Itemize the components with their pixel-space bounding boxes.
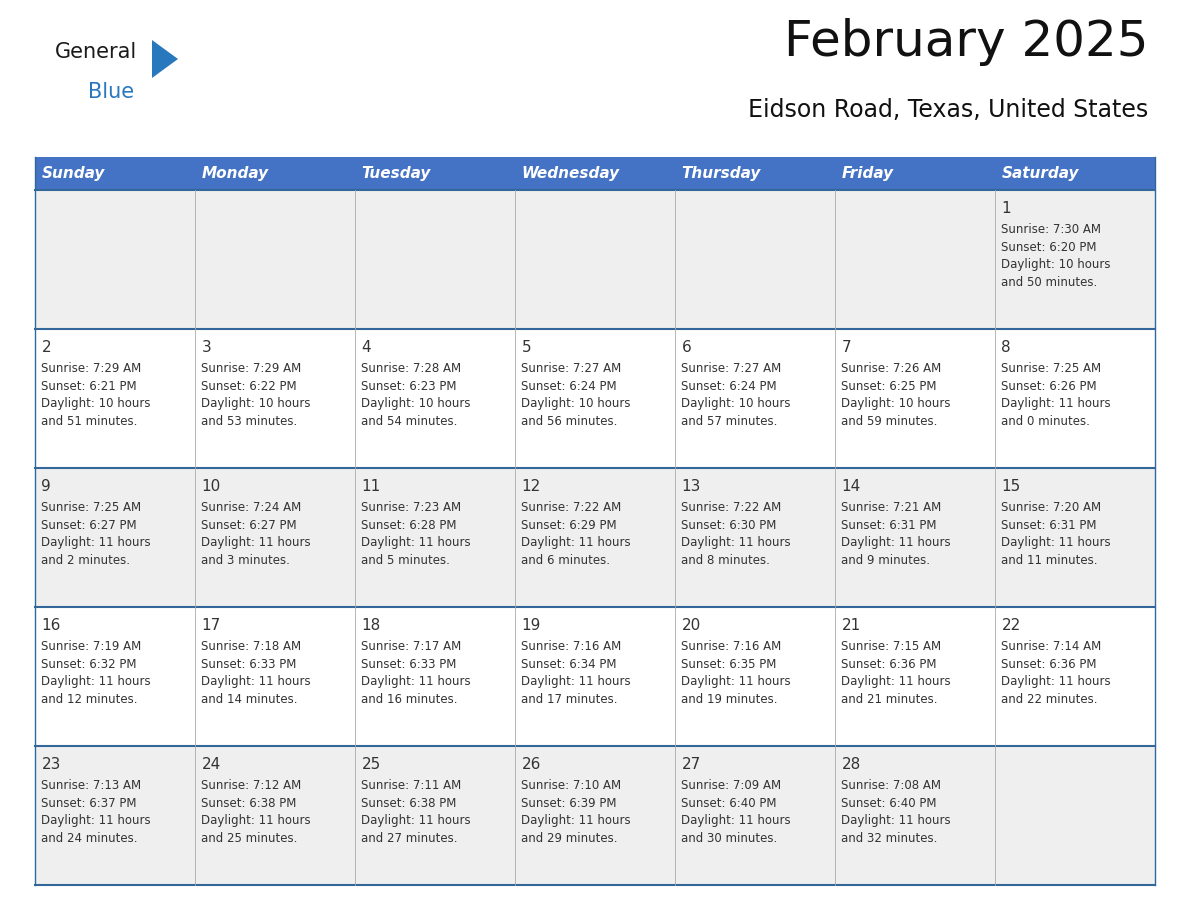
Bar	[516, 157, 675, 190]
Bar	[355, 157, 516, 190]
Text: Sunrise: 7:21 AM
Sunset: 6:31 PM
Daylight: 11 hours
and 9 minutes.: Sunrise: 7:21 AM Sunset: 6:31 PM Dayligh…	[841, 501, 952, 566]
Text: Sunrise: 7:19 AM
Sunset: 6:32 PM
Daylight: 11 hours
and 12 minutes.: Sunrise: 7:19 AM Sunset: 6:32 PM Dayligh…	[42, 641, 151, 706]
Text: 1: 1	[1001, 201, 1011, 216]
Bar	[34, 157, 195, 190]
Text: 28: 28	[841, 757, 860, 772]
Text: Sunrise: 7:25 AM
Sunset: 6:26 PM
Daylight: 11 hours
and 0 minutes.: Sunrise: 7:25 AM Sunset: 6:26 PM Dayligh…	[1001, 363, 1111, 428]
Text: Sunrise: 7:26 AM
Sunset: 6:25 PM
Daylight: 10 hours
and 59 minutes.: Sunrise: 7:26 AM Sunset: 6:25 PM Dayligh…	[841, 363, 950, 428]
Bar	[675, 157, 835, 190]
Text: Sunday: Sunday	[42, 166, 105, 181]
Text: 22: 22	[1001, 618, 1020, 633]
Text: 17: 17	[202, 618, 221, 633]
Text: Sunrise: 7:23 AM
Sunset: 6:28 PM
Daylight: 11 hours
and 5 minutes.: Sunrise: 7:23 AM Sunset: 6:28 PM Dayligh…	[361, 501, 470, 566]
Text: Sunrise: 7:16 AM
Sunset: 6:35 PM
Daylight: 11 hours
and 19 minutes.: Sunrise: 7:16 AM Sunset: 6:35 PM Dayligh…	[682, 641, 791, 706]
Text: General: General	[55, 42, 138, 62]
Text: 4: 4	[361, 341, 371, 355]
Text: 7: 7	[841, 341, 851, 355]
Text: Sunrise: 7:12 AM
Sunset: 6:38 PM
Daylight: 11 hours
and 25 minutes.: Sunrise: 7:12 AM Sunset: 6:38 PM Dayligh…	[202, 779, 311, 845]
Text: 15: 15	[1001, 479, 1020, 494]
Text: 20: 20	[682, 618, 701, 633]
Text: Monday: Monday	[202, 166, 268, 181]
Text: Tuesday: Tuesday	[361, 166, 431, 181]
Text: 23: 23	[42, 757, 61, 772]
Bar	[195, 157, 355, 190]
Text: Sunrise: 7:09 AM
Sunset: 6:40 PM
Daylight: 11 hours
and 30 minutes.: Sunrise: 7:09 AM Sunset: 6:40 PM Dayligh…	[682, 779, 791, 845]
Text: 5: 5	[522, 341, 531, 355]
Text: Sunrise: 7:22 AM
Sunset: 6:29 PM
Daylight: 11 hours
and 6 minutes.: Sunrise: 7:22 AM Sunset: 6:29 PM Dayligh…	[522, 501, 631, 566]
Text: 13: 13	[682, 479, 701, 494]
Text: Sunrise: 7:08 AM
Sunset: 6:40 PM
Daylight: 11 hours
and 32 minutes.: Sunrise: 7:08 AM Sunset: 6:40 PM Dayligh…	[841, 779, 952, 845]
Bar	[34, 468, 1155, 607]
Text: Saturday: Saturday	[1001, 166, 1079, 181]
Text: 10: 10	[202, 479, 221, 494]
Text: Friday: Friday	[841, 166, 893, 181]
Text: Sunrise: 7:28 AM
Sunset: 6:23 PM
Daylight: 10 hours
and 54 minutes.: Sunrise: 7:28 AM Sunset: 6:23 PM Dayligh…	[361, 363, 470, 428]
Text: 18: 18	[361, 618, 380, 633]
Text: 27: 27	[682, 757, 701, 772]
Text: Wednesday: Wednesday	[522, 166, 619, 181]
Text: Sunrise: 7:18 AM
Sunset: 6:33 PM
Daylight: 11 hours
and 14 minutes.: Sunrise: 7:18 AM Sunset: 6:33 PM Dayligh…	[202, 641, 311, 706]
Polygon shape	[152, 40, 178, 78]
Text: Sunrise: 7:24 AM
Sunset: 6:27 PM
Daylight: 11 hours
and 3 minutes.: Sunrise: 7:24 AM Sunset: 6:27 PM Dayligh…	[202, 501, 311, 566]
Bar	[34, 746, 1155, 885]
Text: 16: 16	[42, 618, 61, 633]
Bar	[835, 157, 996, 190]
Bar	[996, 157, 1155, 190]
Text: Sunrise: 7:15 AM
Sunset: 6:36 PM
Daylight: 11 hours
and 21 minutes.: Sunrise: 7:15 AM Sunset: 6:36 PM Dayligh…	[841, 641, 952, 706]
Text: 8: 8	[1001, 341, 1011, 355]
Text: Thursday: Thursday	[682, 166, 760, 181]
Text: Sunrise: 7:11 AM
Sunset: 6:38 PM
Daylight: 11 hours
and 27 minutes.: Sunrise: 7:11 AM Sunset: 6:38 PM Dayligh…	[361, 779, 470, 845]
Text: 19: 19	[522, 618, 541, 633]
Text: Sunrise: 7:22 AM
Sunset: 6:30 PM
Daylight: 11 hours
and 8 minutes.: Sunrise: 7:22 AM Sunset: 6:30 PM Dayligh…	[682, 501, 791, 566]
Text: Blue: Blue	[88, 82, 134, 102]
Text: 9: 9	[42, 479, 51, 494]
Bar	[34, 329, 1155, 468]
Text: 24: 24	[202, 757, 221, 772]
Text: 11: 11	[361, 479, 380, 494]
Text: Sunrise: 7:10 AM
Sunset: 6:39 PM
Daylight: 11 hours
and 29 minutes.: Sunrise: 7:10 AM Sunset: 6:39 PM Dayligh…	[522, 779, 631, 845]
Bar	[34, 190, 1155, 329]
Text: Sunrise: 7:27 AM
Sunset: 6:24 PM
Daylight: 10 hours
and 57 minutes.: Sunrise: 7:27 AM Sunset: 6:24 PM Dayligh…	[682, 363, 791, 428]
Text: 3: 3	[202, 341, 211, 355]
Text: 6: 6	[682, 341, 691, 355]
Bar	[34, 607, 1155, 746]
Text: 21: 21	[841, 618, 860, 633]
Text: 26: 26	[522, 757, 541, 772]
Text: 14: 14	[841, 479, 860, 494]
Text: Sunrise: 7:16 AM
Sunset: 6:34 PM
Daylight: 11 hours
and 17 minutes.: Sunrise: 7:16 AM Sunset: 6:34 PM Dayligh…	[522, 641, 631, 706]
Text: Sunrise: 7:13 AM
Sunset: 6:37 PM
Daylight: 11 hours
and 24 minutes.: Sunrise: 7:13 AM Sunset: 6:37 PM Dayligh…	[42, 779, 151, 845]
Text: Eidson Road, Texas, United States: Eidson Road, Texas, United States	[747, 98, 1148, 122]
Text: 12: 12	[522, 479, 541, 494]
Text: Sunrise: 7:29 AM
Sunset: 6:21 PM
Daylight: 10 hours
and 51 minutes.: Sunrise: 7:29 AM Sunset: 6:21 PM Dayligh…	[42, 363, 151, 428]
Text: Sunrise: 7:25 AM
Sunset: 6:27 PM
Daylight: 11 hours
and 2 minutes.: Sunrise: 7:25 AM Sunset: 6:27 PM Dayligh…	[42, 501, 151, 566]
Text: Sunrise: 7:29 AM
Sunset: 6:22 PM
Daylight: 10 hours
and 53 minutes.: Sunrise: 7:29 AM Sunset: 6:22 PM Dayligh…	[202, 363, 311, 428]
Text: 2: 2	[42, 341, 51, 355]
Text: Sunrise: 7:14 AM
Sunset: 6:36 PM
Daylight: 11 hours
and 22 minutes.: Sunrise: 7:14 AM Sunset: 6:36 PM Dayligh…	[1001, 641, 1111, 706]
Text: February 2025: February 2025	[784, 18, 1148, 66]
Text: Sunrise: 7:20 AM
Sunset: 6:31 PM
Daylight: 11 hours
and 11 minutes.: Sunrise: 7:20 AM Sunset: 6:31 PM Dayligh…	[1001, 501, 1111, 566]
Text: 25: 25	[361, 757, 380, 772]
Text: Sunrise: 7:30 AM
Sunset: 6:20 PM
Daylight: 10 hours
and 50 minutes.: Sunrise: 7:30 AM Sunset: 6:20 PM Dayligh…	[1001, 223, 1111, 289]
Text: Sunrise: 7:27 AM
Sunset: 6:24 PM
Daylight: 10 hours
and 56 minutes.: Sunrise: 7:27 AM Sunset: 6:24 PM Dayligh…	[522, 363, 631, 428]
Text: Sunrise: 7:17 AM
Sunset: 6:33 PM
Daylight: 11 hours
and 16 minutes.: Sunrise: 7:17 AM Sunset: 6:33 PM Dayligh…	[361, 641, 470, 706]
